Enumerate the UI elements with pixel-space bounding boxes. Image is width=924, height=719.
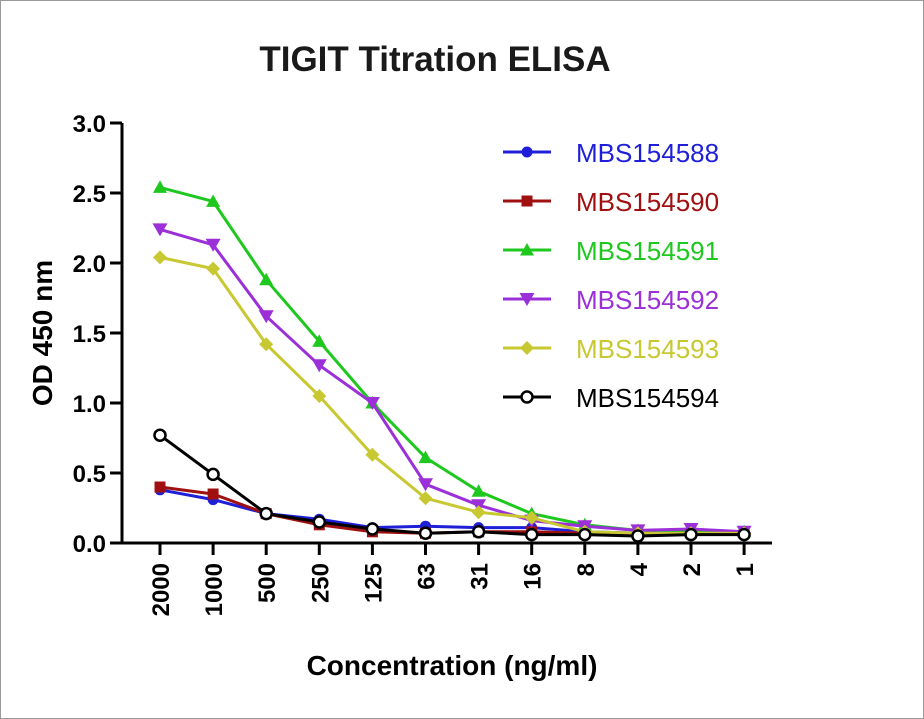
legend: MBS154588 MBS154590 MBS154591 MBS154592 MBS1…	[503, 138, 719, 413]
legend-label: MBS154588	[576, 138, 719, 168]
y-tick-label: 2.0	[73, 251, 106, 278]
data-point	[312, 334, 327, 347]
data-point	[418, 450, 433, 464]
legend-item: MBS154593	[503, 334, 719, 364]
data-point	[737, 527, 751, 542]
series-line	[159, 433, 745, 538]
legend-item: MBS154594	[503, 383, 719, 413]
data-point	[684, 527, 698, 542]
legend-marker	[521, 146, 533, 158]
y-tick-label: 3.0	[73, 111, 106, 138]
data-point	[365, 522, 380, 536]
data-point	[418, 491, 433, 506]
legend-label: MBS154592	[576, 285, 719, 315]
data-point	[312, 515, 327, 529]
data-point	[524, 510, 539, 525]
data-point	[207, 488, 219, 500]
data-point	[206, 467, 220, 482]
x-tick-label: 125	[360, 563, 387, 603]
y-tick-label: 1.0	[73, 391, 106, 418]
data-point	[311, 359, 327, 373]
series-layer	[152, 180, 752, 543]
x-axis-label: Concentration (ng/ml)	[307, 650, 598, 681]
data-point	[153, 428, 167, 442]
series-line	[159, 255, 745, 535]
data-point	[418, 478, 433, 492]
x-tick-label: 500	[254, 563, 281, 603]
legend-item: MBS154591	[503, 236, 719, 266]
legend-marker	[520, 341, 534, 355]
data-point	[365, 447, 380, 462]
x-tick-label: 63	[414, 563, 441, 590]
x-tick-label: 4	[626, 562, 653, 576]
data-point	[524, 527, 539, 542]
data-point	[418, 526, 433, 540]
legend-item: MBS154588	[503, 138, 719, 168]
data-point	[471, 525, 486, 539]
legend-label: MBS154594	[576, 383, 719, 413]
y-tick-label: 1.5	[73, 321, 106, 348]
legend-marker	[519, 293, 535, 306]
legend-marker	[521, 195, 533, 207]
data-point	[471, 505, 486, 520]
data-point	[259, 506, 273, 521]
y-tick-label: 2.5	[73, 181, 106, 208]
x-tick-label: 1	[732, 563, 759, 576]
data-point	[206, 261, 221, 276]
legend-label: MBS154590	[576, 187, 719, 217]
data-point	[364, 397, 380, 410]
data-point	[259, 272, 274, 286]
legend-item: MBS154590	[503, 187, 719, 217]
legend-label: MBS154593	[576, 334, 719, 364]
data-point	[154, 481, 166, 493]
data-point	[152, 223, 168, 237]
chart-title: TIGIT Titration ELISA	[259, 40, 610, 79]
x-tick-label: 250	[307, 563, 334, 603]
data-point	[578, 527, 592, 542]
legend-marker	[520, 390, 534, 404]
axes: 0.0 0.5 1.0 1.5 2.0 2.5 3.0 2000 1000 500 250 125 63…	[73, 111, 772, 616]
legend-item: MBS154592	[503, 285, 719, 315]
x-tick-label: 31	[467, 563, 494, 590]
data-point	[153, 250, 167, 265]
series-MBS154594	[153, 428, 751, 543]
data-point	[205, 238, 221, 252]
x-tick-label: 1000	[201, 563, 228, 616]
data-point	[153, 180, 167, 193]
y-axis-label: OD 450 nm	[27, 260, 58, 406]
data-point	[312, 389, 327, 403]
legend-marker	[520, 243, 534, 256]
data-point	[258, 310, 274, 324]
legend-label: MBS154591	[576, 236, 719, 266]
series-MBS154592	[152, 223, 752, 539]
data-point	[631, 529, 645, 543]
x-tick-label: 16	[520, 563, 547, 590]
data-point	[259, 337, 274, 352]
data-point	[471, 484, 486, 497]
series-line	[159, 227, 745, 534]
x-tick-label: 2000	[148, 563, 175, 616]
y-tick-label: 0.0	[73, 531, 106, 558]
data-point	[206, 194, 221, 207]
x-tick-label: 2	[679, 563, 706, 576]
y-tick-label: 0.5	[73, 461, 106, 488]
x-tick-label: 8	[573, 563, 600, 576]
